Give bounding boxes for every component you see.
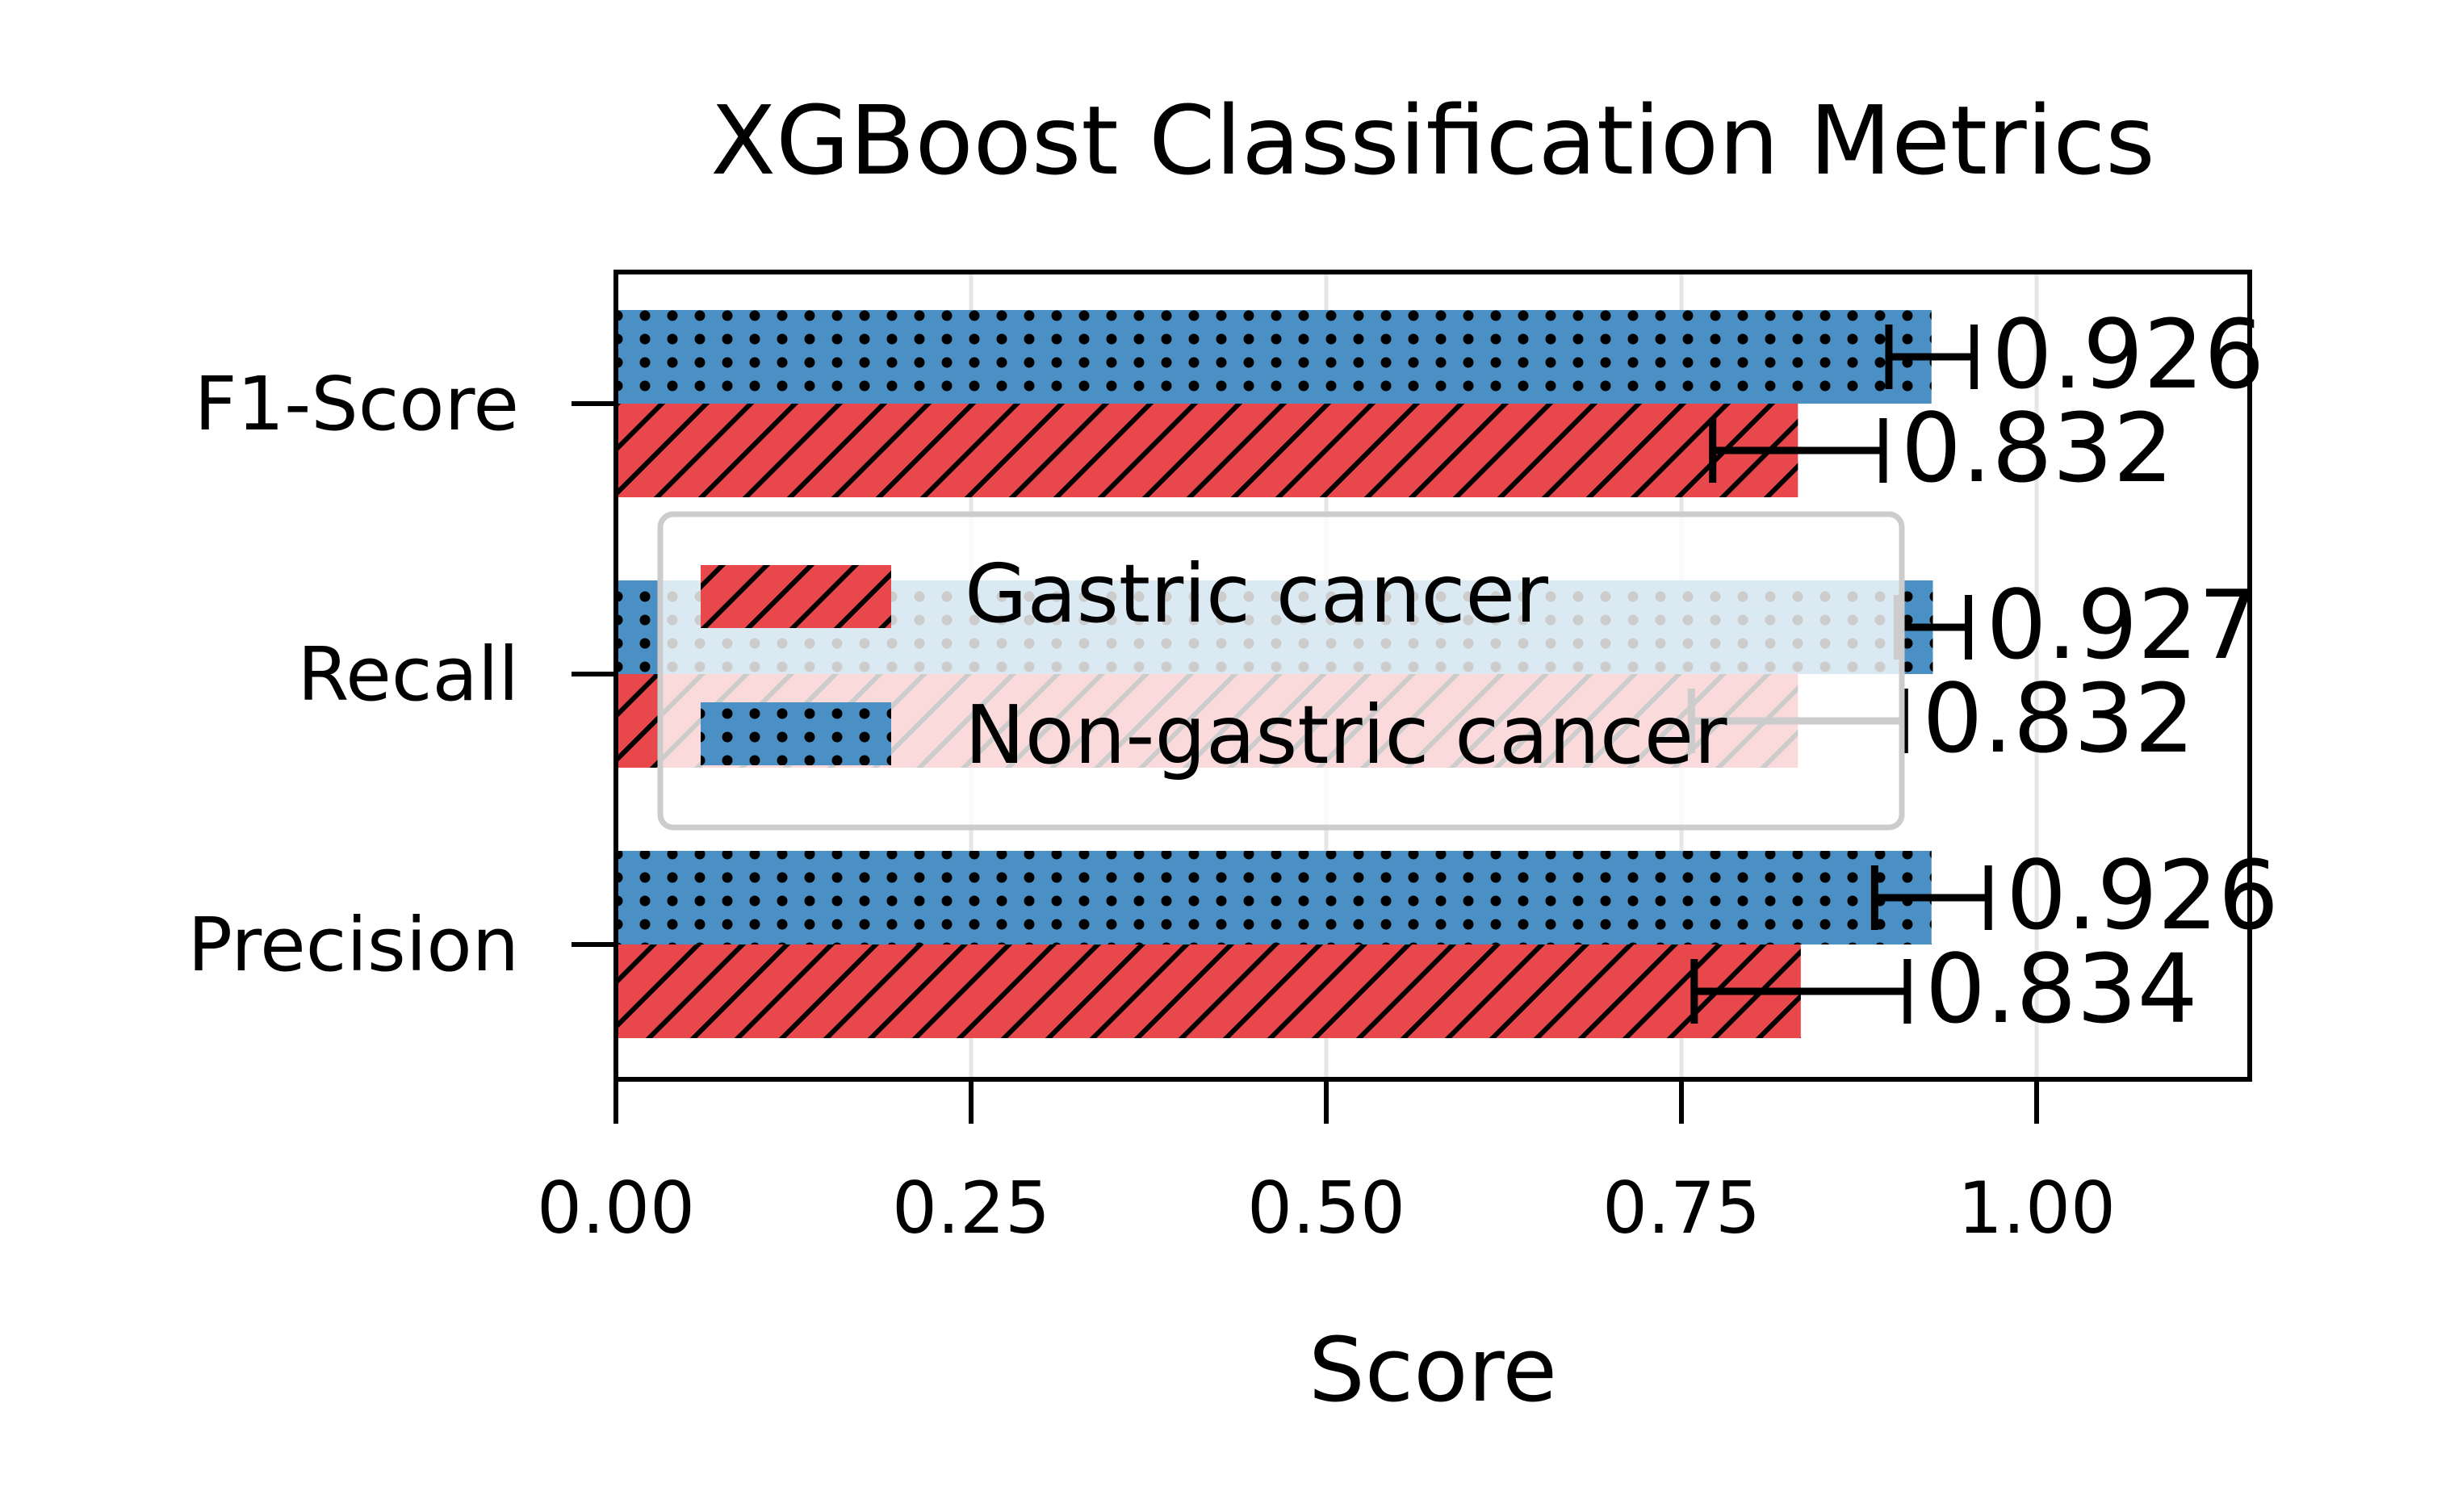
value-label-gastric-cancer-precision: 0.834 — [1925, 933, 2198, 1045]
axes-frame — [613, 270, 2252, 1082]
x-tick-label-0.75: 0.75 — [1602, 1166, 1761, 1250]
legend-item-gastric: Gastric cancer — [701, 547, 1549, 641]
value-label-gastric-cancer-f1-score: 0.832 — [1901, 392, 2174, 504]
bar-hatch-gastric-cancer-f1-score — [616, 404, 1798, 497]
bar-hatch-non-gastric-cancer-precision — [616, 851, 1932, 944]
y-tick-label-recall: Recall — [298, 631, 519, 718]
value-label-non-gastric-cancer-f1-score: 0.926 — [1992, 299, 2265, 410]
legend: Gastric cancer Non-gastric cancer — [657, 511, 1905, 831]
legend-item-non-gastric: Non-gastric cancer — [701, 688, 1727, 782]
legend-label-gastric: Gastric cancer — [965, 547, 1549, 641]
x-axis-label: Score — [1309, 1318, 1557, 1422]
legend-swatch-hatch-non-gastric — [701, 702, 891, 765]
legend-box — [657, 511, 1905, 831]
value-label-gastric-cancer-recall: 0.832 — [1922, 663, 2195, 774]
x-tick-label-0.50: 0.50 — [1247, 1166, 1405, 1250]
y-tick-label-f1-score: F1-Score — [195, 361, 519, 447]
chart-title: XGBoost Classification Metrics — [710, 85, 2154, 196]
y-tick-label-precision: Precision — [188, 902, 520, 988]
bar-hatch-gastric-cancer-precision — [616, 944, 1801, 1038]
bar-hatch-non-gastric-cancer-f1-score — [616, 310, 1932, 404]
x-tick-label-0.00: 0.00 — [537, 1166, 695, 1250]
x-tick-label-0.25: 0.25 — [892, 1166, 1050, 1250]
x-tick-label-1.00: 1.00 — [1958, 1166, 2116, 1250]
legend-swatch-hatch-gastric — [701, 565, 891, 628]
value-label-non-gastric-cancer-recall: 0.927 — [1987, 569, 2259, 681]
value-label-non-gastric-cancer-precision: 0.926 — [2006, 840, 2279, 951]
legend-label-non-gastric: Non-gastric cancer — [965, 688, 1727, 782]
